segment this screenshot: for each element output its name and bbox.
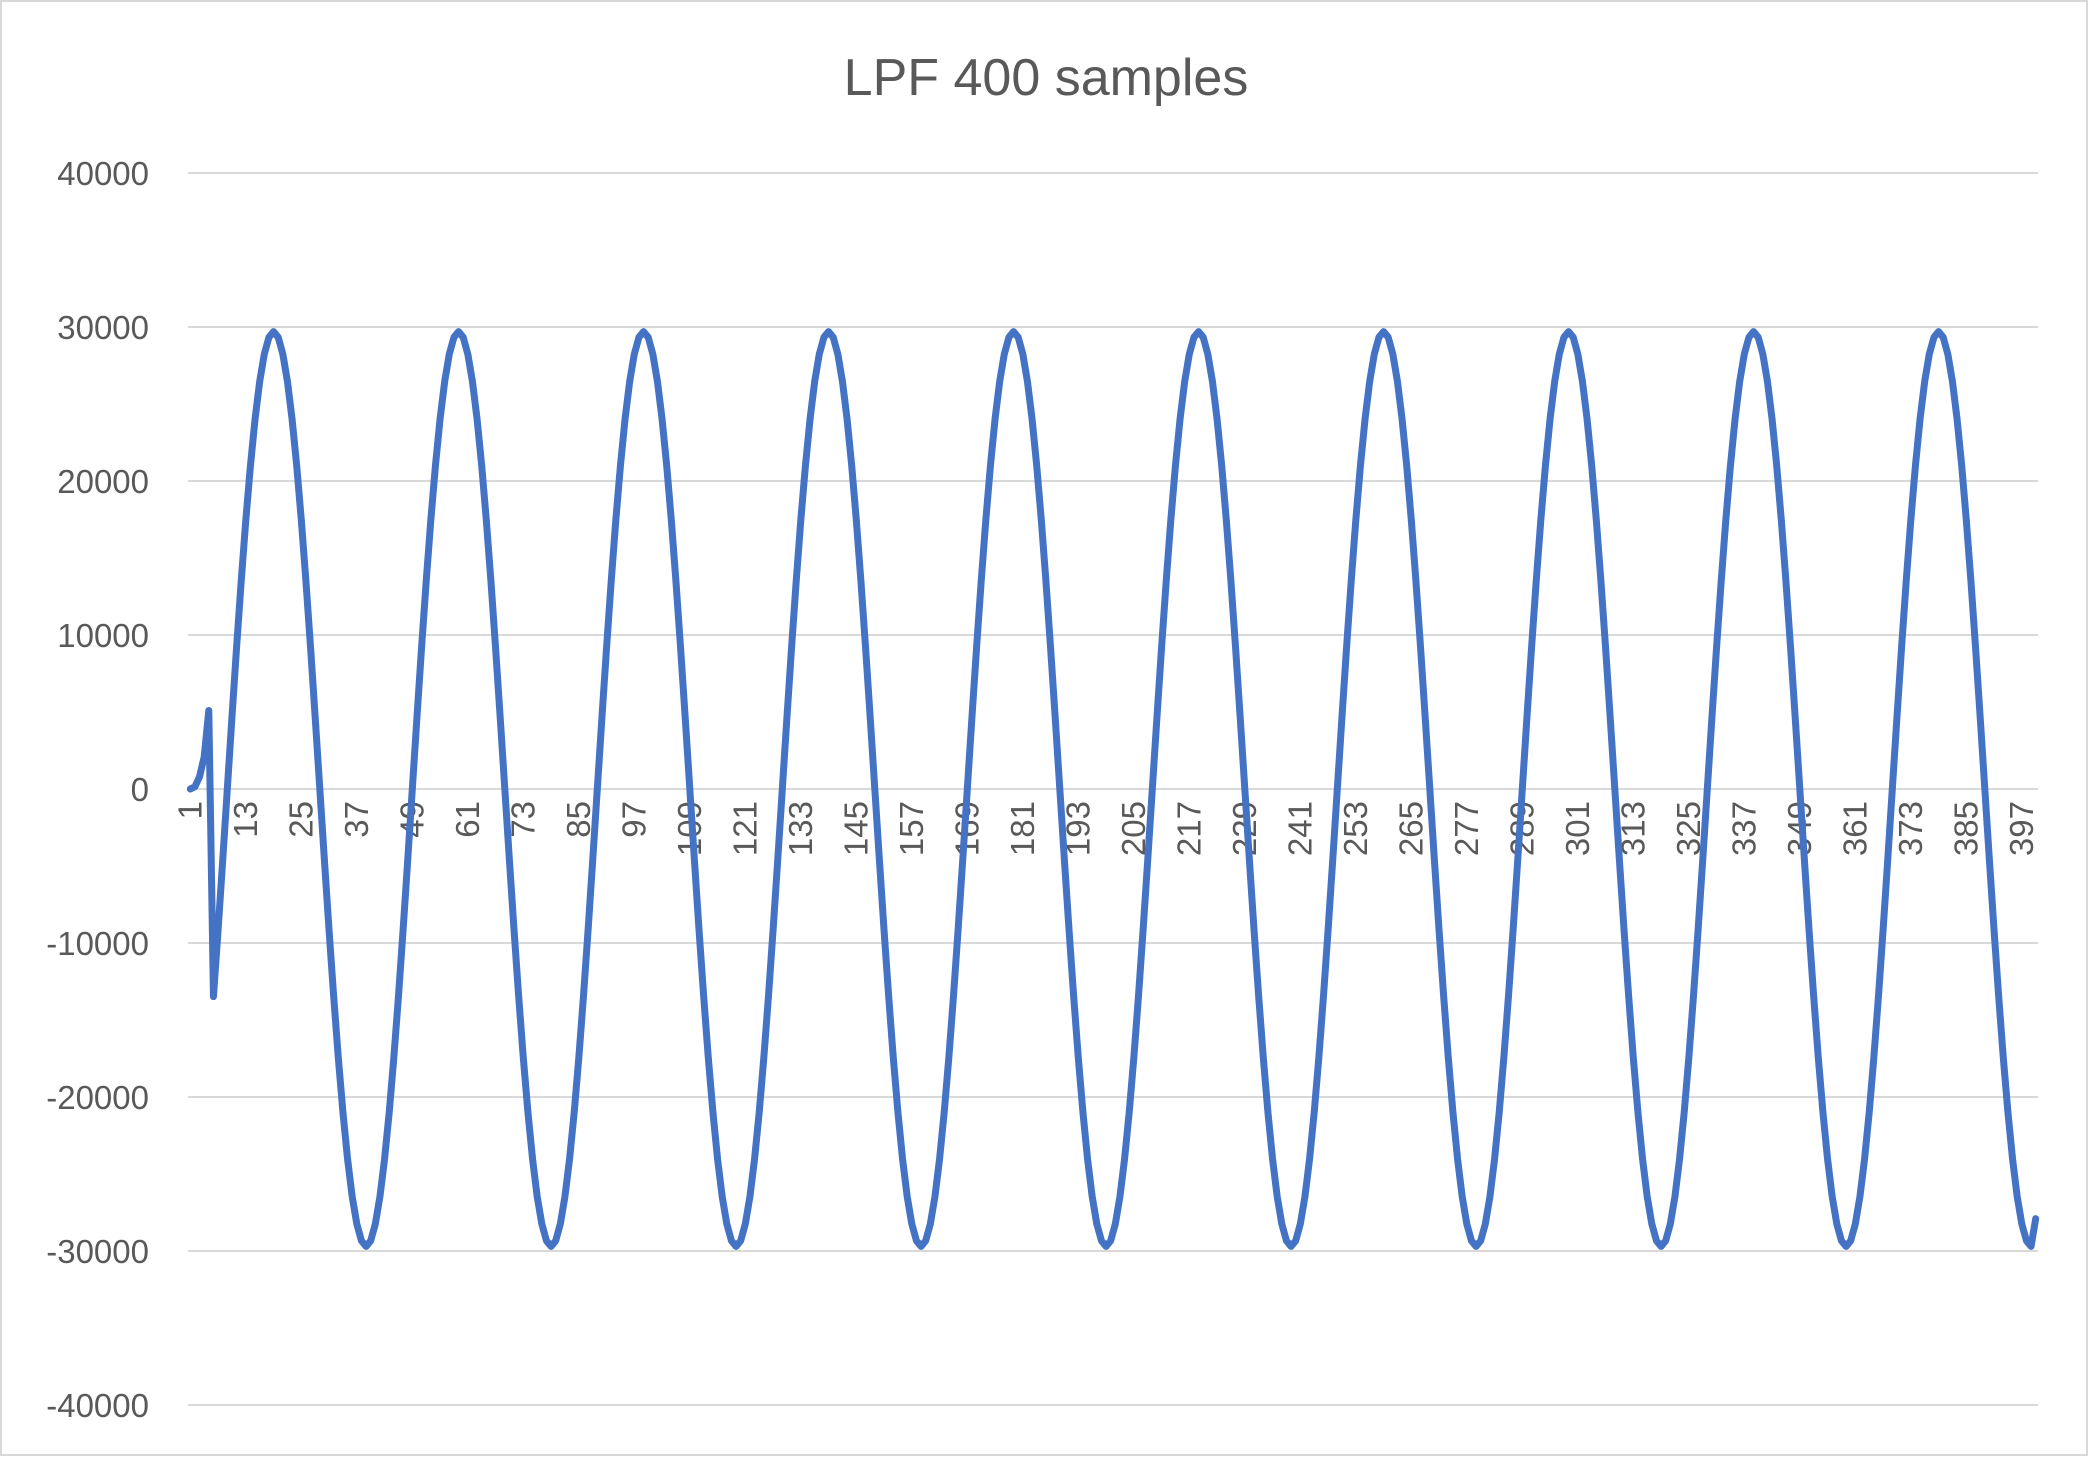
x-axis-tick-labels: 1 13 25 37 49 61 73 85 97 109 121 133 145 157 169 181 19…	[171, 801, 2040, 856]
x-tick-label: 397	[2003, 801, 2040, 856]
x-tick-label: 337	[1725, 801, 1762, 856]
x-tick-label: 361	[1836, 801, 1873, 856]
series-line	[186, 328, 2040, 1250]
x-tick-label: 37	[338, 801, 375, 838]
x-tick-label: 241	[1281, 801, 1318, 856]
y-axis-tick-labels: 40000 30000 20000 10000 0 -10000 -20000 -30000 -…	[46, 155, 149, 1424]
x-tick-label: 301	[1559, 801, 1596, 856]
plot-series	[186, 328, 2040, 1250]
x-tick-label: 145	[837, 801, 874, 856]
x-tick-label: 97	[615, 801, 652, 838]
x-tick-label: 13	[227, 801, 264, 838]
x-tick-label: 181	[1004, 801, 1041, 856]
x-tick-label: 61	[449, 801, 486, 838]
y-tick-label: 40000	[57, 155, 149, 192]
x-tick-label: 85	[560, 801, 597, 838]
y-tick-label: 0	[131, 771, 149, 808]
x-tick-label: 25	[282, 801, 319, 838]
y-tick-label: 20000	[57, 463, 149, 500]
x-tick-label: 133	[782, 801, 819, 856]
x-tick-label: 253	[1337, 801, 1374, 856]
x-tick-label: 1	[171, 801, 208, 819]
y-tick-label: -10000	[46, 925, 149, 962]
x-tick-label: 373	[1892, 801, 1929, 856]
y-tick-label: -20000	[46, 1079, 149, 1116]
x-tick-label: 121	[726, 801, 763, 856]
x-tick-label: 265	[1392, 801, 1429, 856]
x-tick-label: 385	[1947, 801, 1984, 856]
x-tick-label: 157	[893, 801, 930, 856]
chart-title: LPF 400 samples	[844, 49, 1249, 107]
y-tick-label: -30000	[46, 1233, 149, 1270]
y-tick-label: 30000	[57, 309, 149, 346]
y-tick-label: 10000	[57, 617, 149, 654]
x-tick-label: 277	[1448, 801, 1485, 856]
y-tick-label: -40000	[46, 1387, 149, 1424]
x-tick-label: 217	[1170, 801, 1207, 856]
